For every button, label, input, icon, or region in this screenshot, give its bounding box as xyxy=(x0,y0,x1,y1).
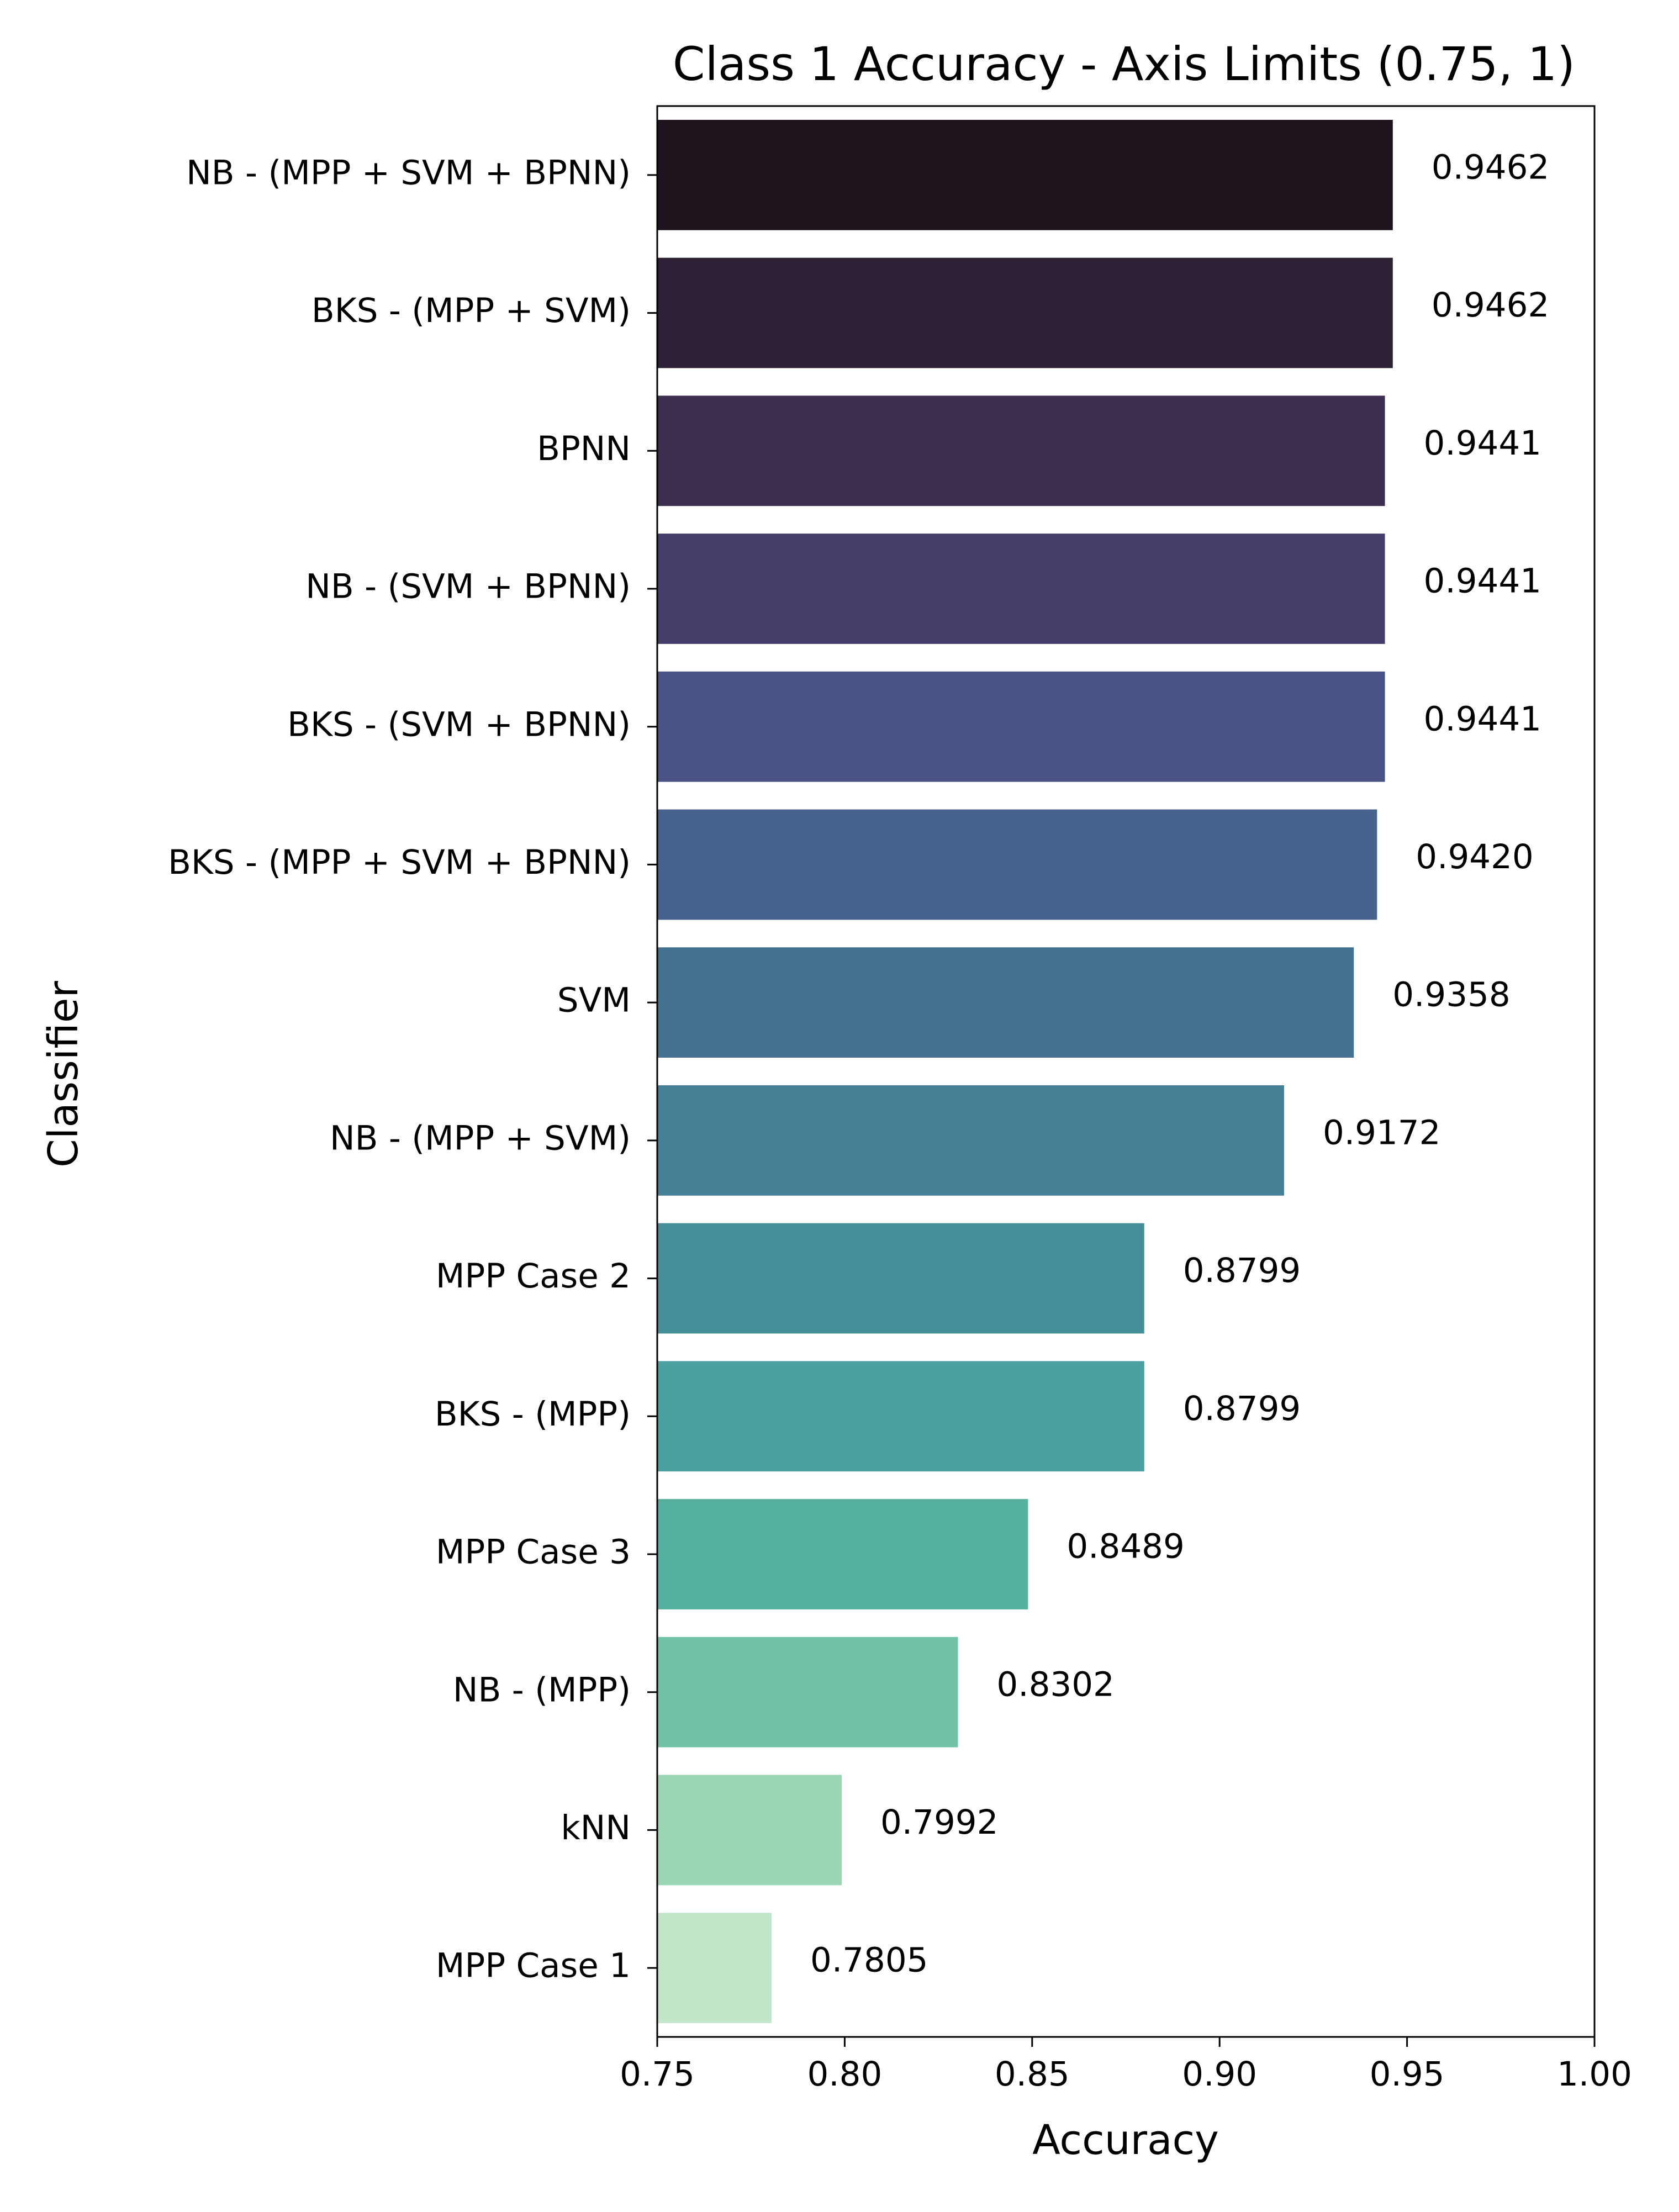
y-tick-label: MPP Case 2 xyxy=(436,1257,631,1296)
y-tick-label: NB - (MPP + SVM) xyxy=(330,1118,631,1158)
bar-value-label: 0.8302 xyxy=(996,1665,1114,1704)
bar xyxy=(657,1223,1144,1334)
value-labels-group: 0.9462 0.9462 0.9441 0.9441 0.9441 0.9420 0.93… xyxy=(810,147,1549,1979)
bar xyxy=(657,395,1385,506)
bar xyxy=(657,1361,1144,1472)
bar-value-label: 0.9420 xyxy=(1416,837,1533,877)
bar-value-label: 0.7805 xyxy=(810,1941,928,1980)
chart-title: Class 1 Accuracy - Axis Limits (0.75, 1) xyxy=(673,37,1575,91)
bars-group xyxy=(657,119,1393,2024)
plot-frame xyxy=(656,105,1596,2038)
y-tick-label: NB - (SVM + BPNN) xyxy=(305,567,631,606)
y-tick-label: BKS - (MPP + SVM) xyxy=(311,291,631,330)
bar-value-label: 0.8489 xyxy=(1066,1527,1184,1566)
x-tick-label: 0.75 xyxy=(620,2055,695,2094)
bar-value-label: 0.9441 xyxy=(1424,699,1541,738)
y-tick-label: BKS - (MPP + SVM + BPNN) xyxy=(168,843,631,882)
bar-value-label: 0.9441 xyxy=(1424,562,1541,601)
x-tick-label: 0.85 xyxy=(995,2055,1070,2094)
y-tick-label: BPNN xyxy=(537,429,631,468)
bar-value-label: 0.8799 xyxy=(1183,1389,1301,1428)
bar xyxy=(657,1636,958,1748)
y-axis: NB - (MPP + SVM + BPNN) BKS - (MPP + SVM)… xyxy=(168,153,657,1986)
bar-value-label: 0.9462 xyxy=(1432,147,1549,187)
bar xyxy=(657,119,1393,230)
x-tick-label: 0.95 xyxy=(1370,2055,1445,2094)
y-tick-label: BKS - (MPP) xyxy=(435,1395,631,1434)
y-tick-label: BKS - (SVM + BPNN) xyxy=(287,705,631,744)
y-tick-label: kNN xyxy=(561,1808,631,1847)
x-axis-title: Accuracy xyxy=(1032,2116,1219,2164)
bar xyxy=(657,947,1354,1058)
bar xyxy=(657,257,1393,368)
y-tick-label: NB - (MPP) xyxy=(453,1670,631,1709)
x-axis: 0.75 0.80 0.85 0.90 0.95 1.00 xyxy=(620,2037,1632,2094)
bar-value-label: 0.8799 xyxy=(1183,1251,1301,1290)
bar xyxy=(657,1913,772,2024)
bar xyxy=(657,534,1385,644)
bar-value-label: 0.9441 xyxy=(1424,424,1541,463)
bar-value-label: 0.9172 xyxy=(1323,1113,1440,1152)
y-tick-label: MPP Case 3 xyxy=(436,1533,631,1572)
bar xyxy=(657,1775,842,1886)
y-tick-label: MPP Case 1 xyxy=(436,1946,631,1986)
y-axis-title: Classifier xyxy=(40,981,87,1168)
bar-value-label: 0.7992 xyxy=(880,1803,998,1842)
y-tick-label: NB - (MPP + SVM + BPNN) xyxy=(186,153,631,192)
bar xyxy=(657,809,1377,920)
x-tick-label: 1.00 xyxy=(1557,2055,1632,2094)
bar-value-label: 0.9358 xyxy=(1392,975,1510,1015)
bar xyxy=(657,1499,1028,1609)
bar xyxy=(657,1085,1284,1196)
bar xyxy=(657,671,1385,782)
bar-value-label: 0.9462 xyxy=(1432,286,1549,325)
y-tick-label: SVM xyxy=(557,981,631,1020)
x-tick-label: 0.80 xyxy=(807,2055,882,2094)
x-tick-label: 0.90 xyxy=(1182,2055,1257,2094)
